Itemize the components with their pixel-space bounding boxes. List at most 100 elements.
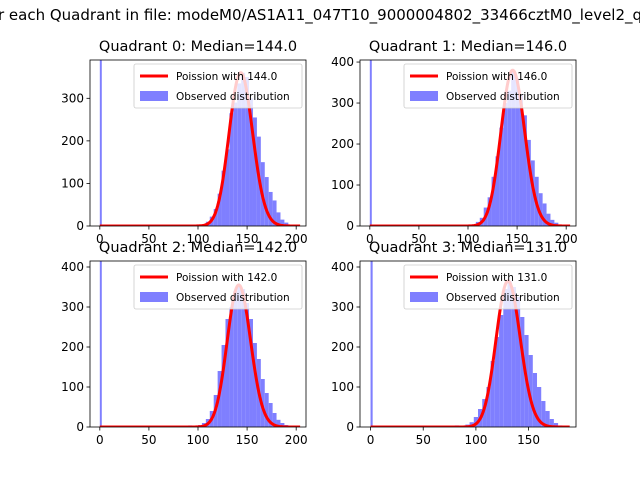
x-tick-label: 0 [366, 232, 374, 246]
y-tick-label: 300 [331, 96, 354, 110]
legend-observed-label: Observed distribution [176, 91, 290, 103]
legend-fit-label: Poission with 131.0 [446, 272, 547, 284]
y-tick-label: 0 [346, 420, 354, 434]
histogram-bar [550, 219, 555, 226]
histogram-bar [499, 127, 504, 226]
histogram-bar [276, 212, 281, 226]
y-tick-label: 100 [61, 176, 84, 190]
histogram-bar [520, 317, 525, 427]
histogram-bar [233, 291, 238, 427]
legend: Poission with 146.0 Observed distribution [403, 63, 573, 109]
x-tick-label: 150 [236, 232, 259, 246]
y-tick-label: 300 [61, 91, 84, 105]
poisson-fit-line [370, 279, 571, 427]
histogram-bar [546, 213, 551, 226]
histogram-bar [249, 98, 253, 226]
histogram-bar [553, 423, 559, 427]
legend: Poission with 144.0 Observed distribution [133, 63, 303, 109]
panel-title: Quadrant 2: Median=142.0 [99, 240, 297, 256]
histogram-bar [515, 78, 520, 226]
histogram-bar [225, 319, 230, 427]
histogram-bar [229, 113, 234, 226]
histogram-bar [245, 303, 250, 427]
legend-observed-label: Observed distribution [446, 91, 560, 103]
x-tick-label: 0 [96, 433, 104, 447]
histogram-bar [272, 200, 277, 226]
x-tick-label: 150 [517, 433, 540, 447]
x-tick-label: 200 [285, 433, 308, 447]
histogram-bar [268, 191, 273, 226]
y-tick-label: 100 [331, 380, 354, 394]
histogram-bar [252, 343, 257, 427]
histogram-bar [225, 149, 230, 226]
histogram-bar [237, 285, 242, 427]
histogram-bar [284, 222, 289, 226]
legend-fit-label: Poission with 144.0 [176, 71, 277, 83]
histogram-bar [264, 177, 269, 226]
x-tick-label: 150 [236, 433, 259, 447]
x-tick-label: 50 [141, 232, 156, 246]
histogram-bar [511, 70, 516, 226]
x-tick-label: 100 [464, 433, 487, 447]
y-tick-label: 300 [61, 300, 84, 314]
histogram-bar [249, 319, 253, 427]
histogram-bar [503, 289, 508, 427]
histogram-bar [538, 193, 543, 226]
legend-box [403, 63, 573, 109]
y-tick-label: 200 [61, 134, 84, 148]
histogram-bar [541, 401, 546, 427]
histogram-bar [526, 139, 531, 226]
y-tick-label: 200 [331, 340, 354, 354]
histogram-bar [237, 83, 242, 226]
histogram-bar [507, 90, 512, 226]
histogram-bar [532, 373, 538, 427]
x-tick-label: 100 [457, 232, 480, 246]
histogram-bar [549, 419, 554, 427]
y-tick-label: 200 [61, 340, 84, 354]
legend-observed-label: Observed distribution [176, 292, 290, 304]
histogram-bar [252, 117, 257, 226]
x-tick-label: 200 [555, 232, 578, 246]
x-tick-label: 200 [285, 232, 308, 246]
y-tick-label: 200 [331, 137, 354, 151]
axes-frame [359, 260, 577, 428]
histogram-bar [528, 355, 533, 427]
histogram-bar [229, 307, 234, 427]
histogram-bar [264, 393, 269, 427]
histogram-bar [99, 261, 102, 427]
legend-box [133, 63, 303, 109]
x-tick-label: 50 [141, 433, 156, 447]
y-tick-label: 0 [76, 420, 84, 434]
histogram-bar [221, 345, 226, 427]
histogram-bar [486, 387, 491, 427]
histogram-bar [507, 281, 512, 427]
legend-observed-swatch [410, 292, 438, 302]
legend-box [403, 264, 573, 310]
histogram-bar [519, 94, 523, 226]
x-tick-label: 0 [367, 433, 375, 447]
x-tick-label: 50 [416, 433, 431, 447]
legend-observed-label: Observed distribution [446, 292, 560, 304]
x-tick-label: 150 [506, 232, 529, 246]
histogram-bar [515, 297, 521, 427]
histogram-bar [280, 219, 285, 226]
legend-fit-label: Poission with 142.0 [176, 272, 277, 284]
panel-title: Quadrant 3: Median=131.0 [369, 240, 567, 256]
histogram-bar [499, 315, 504, 427]
histogram-bar [245, 77, 250, 226]
histogram-bar [268, 403, 273, 427]
histogram-bar [272, 413, 277, 427]
histogram-bar [542, 203, 547, 226]
histogram-bar [241, 289, 246, 427]
histogram-bar [495, 156, 500, 226]
histogram-bar [511, 287, 516, 427]
x-tick-label: 100 [187, 232, 210, 246]
legend: Poission with 142.0 Observed distribution [133, 264, 303, 310]
histogram-bar [233, 102, 238, 226]
y-tick-label: 300 [331, 300, 354, 314]
panel-title: Quadrant 1: Median=146.0 [369, 39, 567, 55]
histogram-bar [370, 261, 373, 427]
histogram-bar [221, 170, 226, 226]
histogram-bar [522, 115, 527, 226]
legend-observed-swatch [410, 91, 438, 101]
